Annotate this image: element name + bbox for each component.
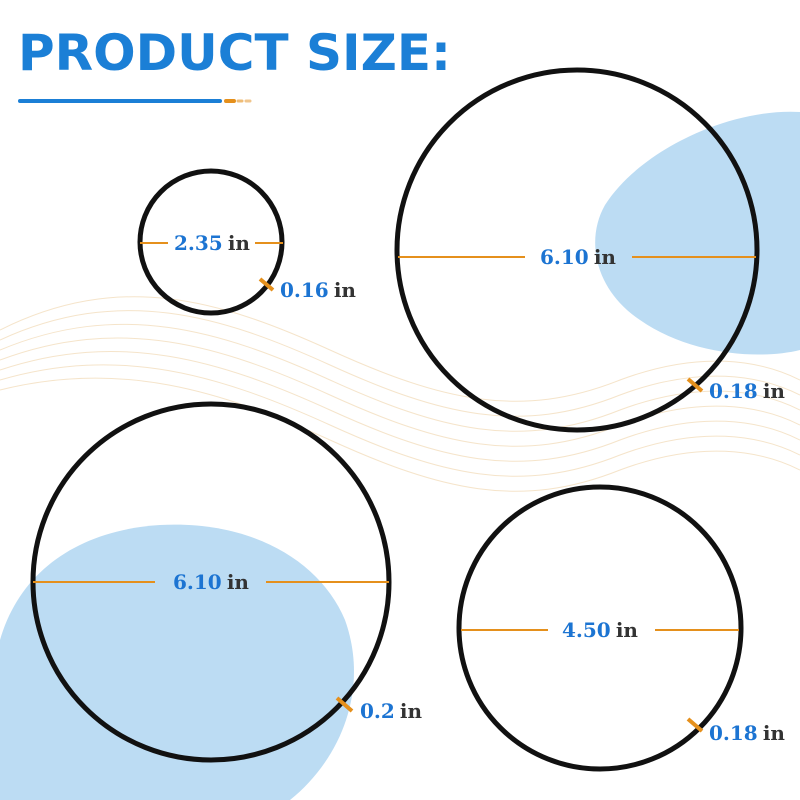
unit: in (763, 721, 786, 745)
o-ring (394, 67, 760, 433)
wave-lines (0, 296, 800, 492)
title: PRODUCT SIZE: (18, 24, 451, 82)
diameter-value: 2.35 (174, 231, 223, 255)
blue-blob (0, 524, 354, 800)
thickness-marker (335, 696, 354, 713)
diameter-label: 6.10 in (540, 245, 616, 269)
unit: in (594, 245, 617, 269)
blue-blob (595, 111, 800, 355)
diameter-label: 6.10 in (173, 570, 249, 594)
thickness-marker (686, 377, 704, 393)
diameter-value: 6.10 (173, 570, 222, 594)
thickness-value: 0.18 (709, 721, 758, 745)
thickness-value: 0.2 (360, 699, 395, 723)
thickness-marker (258, 277, 275, 292)
o-ring (456, 484, 744, 772)
diameter-value: 6.10 (540, 245, 589, 269)
unit: in (400, 699, 423, 723)
unit: in (227, 570, 250, 594)
diameter-value: 4.50 (562, 618, 611, 642)
thickness-label: 0.18 in (709, 721, 785, 745)
unit: in (334, 278, 357, 302)
unit: in (228, 231, 251, 255)
diameter-label: 4.50 in (562, 618, 638, 642)
thickness-value: 0.18 (709, 379, 758, 403)
thickness-value: 0.16 (280, 278, 329, 302)
diameter-label: 2.35 in (174, 231, 250, 255)
thickness-marker (686, 717, 704, 733)
thickness-label: 0.2 in (360, 699, 422, 723)
unit: in (763, 379, 786, 403)
thickness-label: 0.18 in (709, 379, 785, 403)
unit: in (616, 618, 639, 642)
thickness-label: 0.16 in (280, 278, 356, 302)
